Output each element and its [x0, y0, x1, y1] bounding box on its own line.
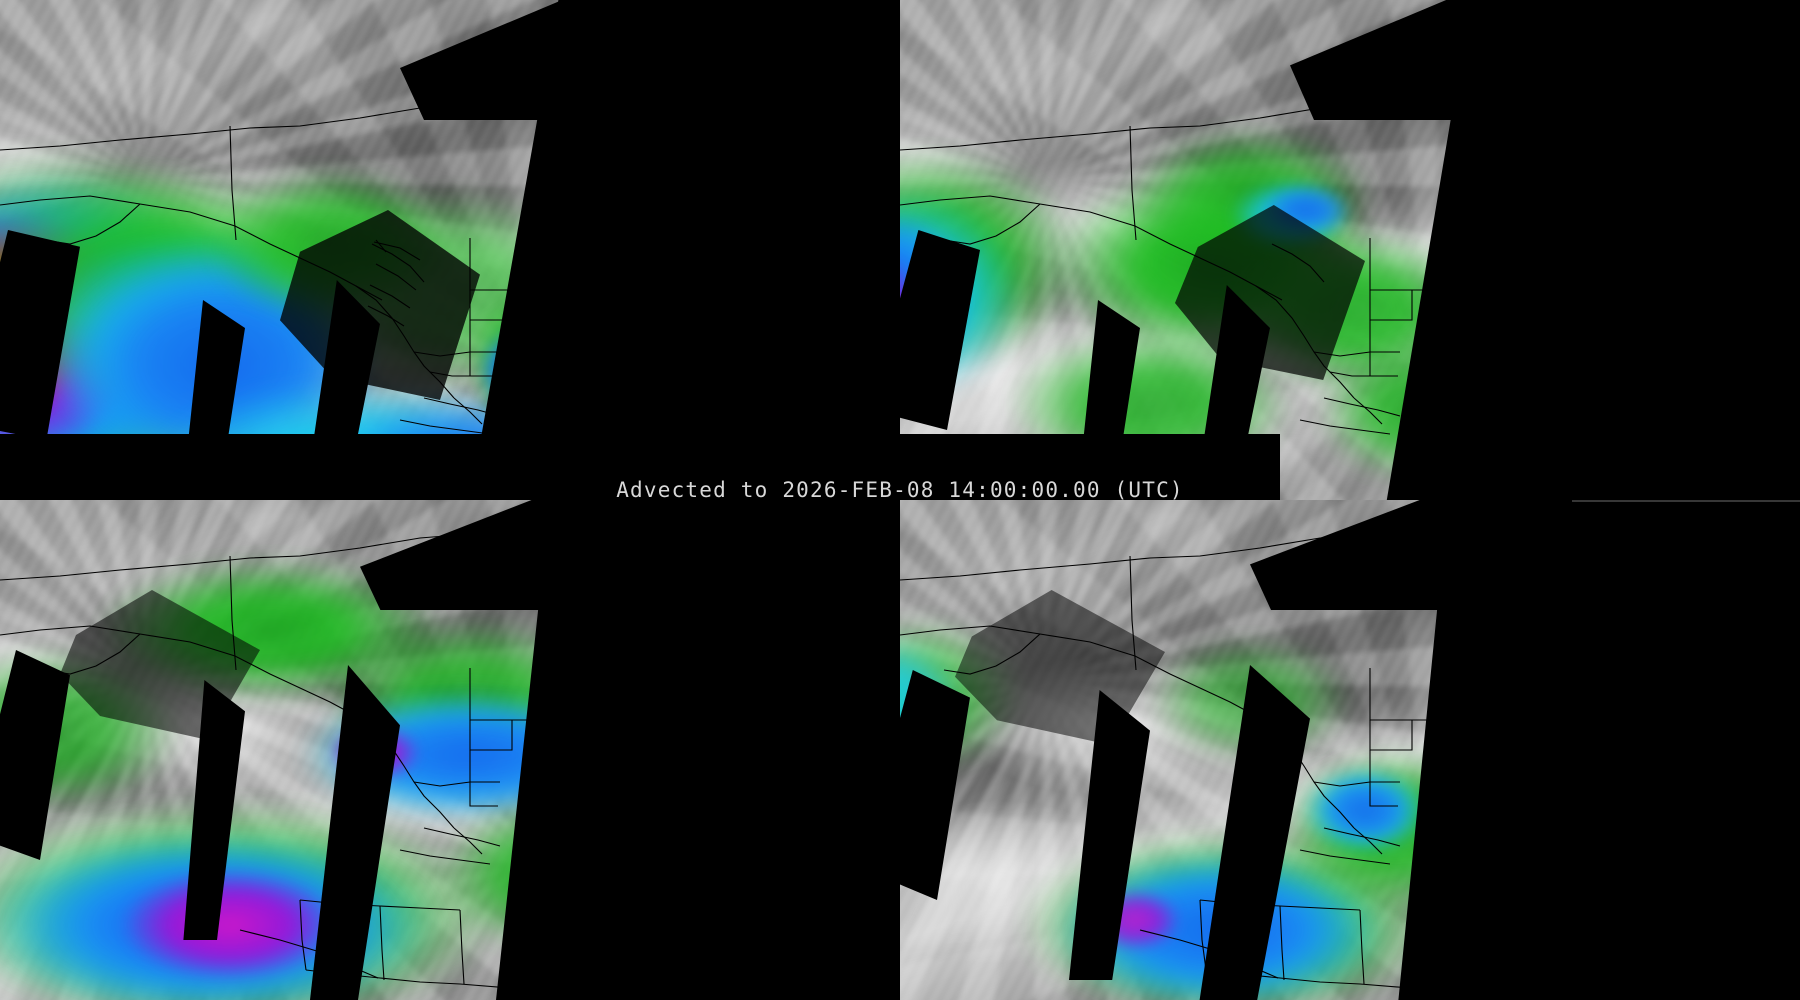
edge-hairline [1572, 500, 1800, 502]
panel-level-label-850: 850 [1498, 381, 1616, 449]
panel-level-label-500: 500 [1498, 881, 1616, 949]
moisture-spot-blue [1315, 775, 1415, 845]
panel-level-dash-850 [1620, 418, 1650, 422]
panel-level-label-sfc: SFC [598, 381, 716, 449]
panel-700[interactable]: 700 [0, 500, 900, 1000]
panel-sfc[interactable]: SFC [0, 0, 900, 500]
sector-image-500 [900, 500, 1560, 1000]
panel-850[interactable]: 850 [900, 0, 1800, 500]
sector-image-700 [0, 500, 660, 1000]
panel-level-label-700: 700 [598, 881, 716, 949]
sector-image-850 [900, 0, 1560, 500]
valid-time-caption: Advected to 2026-FEB-08 14:00:00.00 (UTC… [616, 478, 1184, 502]
sector-bottom-mask [900, 434, 1280, 500]
panel-level-dash-700 [720, 918, 750, 922]
sector-image-sfc [0, 0, 660, 500]
ar-core-magenta [120, 870, 340, 980]
sector-bottom-mask [0, 434, 660, 500]
panel-level-dash-sfc [720, 418, 750, 422]
panel-level-dash-500 [1620, 918, 1650, 922]
panel-500[interactable]: 500 [900, 500, 1800, 1000]
